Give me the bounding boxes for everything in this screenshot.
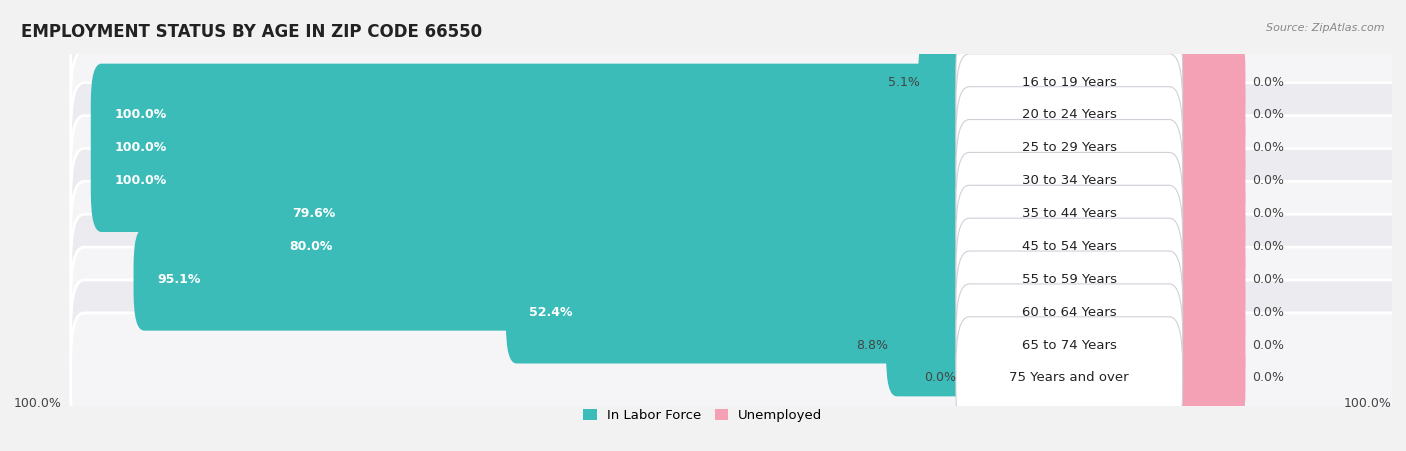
Legend: In Labor Force, Unemployed: In Labor Force, Unemployed <box>578 404 828 428</box>
FancyBboxPatch shape <box>1154 97 1246 199</box>
Text: 100.0%: 100.0% <box>1344 397 1392 410</box>
Text: 0.0%: 0.0% <box>1253 141 1285 154</box>
Text: 0.0%: 0.0% <box>1253 339 1285 352</box>
FancyBboxPatch shape <box>266 195 984 298</box>
FancyBboxPatch shape <box>70 280 1406 410</box>
Text: 5.1%: 5.1% <box>889 76 920 88</box>
FancyBboxPatch shape <box>1154 31 1246 133</box>
FancyBboxPatch shape <box>70 247 1406 377</box>
FancyBboxPatch shape <box>91 97 984 199</box>
Text: 80.0%: 80.0% <box>288 240 332 253</box>
FancyBboxPatch shape <box>269 162 984 265</box>
Text: 100.0%: 100.0% <box>114 108 166 121</box>
FancyBboxPatch shape <box>1154 261 1246 364</box>
FancyBboxPatch shape <box>91 129 984 232</box>
FancyBboxPatch shape <box>134 228 984 331</box>
FancyBboxPatch shape <box>956 185 1182 308</box>
Text: 8.8%: 8.8% <box>856 339 887 352</box>
Text: 100.0%: 100.0% <box>114 174 166 187</box>
Text: 60 to 64 Years: 60 to 64 Years <box>1022 306 1116 319</box>
FancyBboxPatch shape <box>1154 64 1246 166</box>
FancyBboxPatch shape <box>70 313 1406 443</box>
FancyBboxPatch shape <box>70 50 1406 180</box>
Text: 0.0%: 0.0% <box>1253 174 1285 187</box>
FancyBboxPatch shape <box>918 31 984 133</box>
FancyBboxPatch shape <box>1154 162 1246 265</box>
Text: 0.0%: 0.0% <box>1253 108 1285 121</box>
FancyBboxPatch shape <box>70 181 1406 312</box>
Text: EMPLOYMENT STATUS BY AGE IN ZIP CODE 66550: EMPLOYMENT STATUS BY AGE IN ZIP CODE 665… <box>21 23 482 41</box>
Text: 100.0%: 100.0% <box>14 397 62 410</box>
FancyBboxPatch shape <box>956 54 1182 176</box>
Text: 0.0%: 0.0% <box>1253 240 1285 253</box>
Text: 25 to 29 Years: 25 to 29 Years <box>1022 141 1116 154</box>
FancyBboxPatch shape <box>70 17 1406 147</box>
FancyBboxPatch shape <box>70 214 1406 345</box>
FancyBboxPatch shape <box>1154 327 1246 429</box>
Text: 100.0%: 100.0% <box>114 141 166 154</box>
FancyBboxPatch shape <box>886 294 984 396</box>
Text: 20 to 24 Years: 20 to 24 Years <box>1022 108 1116 121</box>
FancyBboxPatch shape <box>70 83 1406 213</box>
Text: 0.0%: 0.0% <box>1253 273 1285 286</box>
Text: 95.1%: 95.1% <box>157 273 201 286</box>
FancyBboxPatch shape <box>1154 129 1246 232</box>
Text: 0.0%: 0.0% <box>1253 372 1285 384</box>
Text: 16 to 19 Years: 16 to 19 Years <box>1022 76 1116 88</box>
FancyBboxPatch shape <box>506 261 984 364</box>
FancyBboxPatch shape <box>1154 228 1246 331</box>
FancyBboxPatch shape <box>956 120 1182 242</box>
FancyBboxPatch shape <box>956 87 1182 209</box>
Text: 0.0%: 0.0% <box>1253 76 1285 88</box>
FancyBboxPatch shape <box>956 317 1182 439</box>
Text: 75 Years and over: 75 Years and over <box>1010 372 1129 384</box>
Text: Source: ZipAtlas.com: Source: ZipAtlas.com <box>1267 23 1385 32</box>
FancyBboxPatch shape <box>70 115 1406 246</box>
FancyBboxPatch shape <box>956 21 1182 143</box>
FancyBboxPatch shape <box>1154 294 1246 396</box>
FancyBboxPatch shape <box>956 218 1182 341</box>
Text: 0.0%: 0.0% <box>924 372 956 384</box>
FancyBboxPatch shape <box>70 148 1406 279</box>
Text: 52.4%: 52.4% <box>530 306 574 319</box>
Text: 55 to 59 Years: 55 to 59 Years <box>1022 273 1116 286</box>
Text: 79.6%: 79.6% <box>292 207 336 220</box>
FancyBboxPatch shape <box>91 64 984 166</box>
Text: 45 to 54 Years: 45 to 54 Years <box>1022 240 1116 253</box>
FancyBboxPatch shape <box>956 284 1182 406</box>
Text: 65 to 74 Years: 65 to 74 Years <box>1022 339 1116 352</box>
FancyBboxPatch shape <box>1154 195 1246 298</box>
Text: 35 to 44 Years: 35 to 44 Years <box>1022 207 1116 220</box>
Text: 0.0%: 0.0% <box>1253 207 1285 220</box>
FancyBboxPatch shape <box>956 152 1182 275</box>
Text: 0.0%: 0.0% <box>1253 306 1285 319</box>
FancyBboxPatch shape <box>956 251 1182 373</box>
Text: 30 to 34 Years: 30 to 34 Years <box>1022 174 1116 187</box>
